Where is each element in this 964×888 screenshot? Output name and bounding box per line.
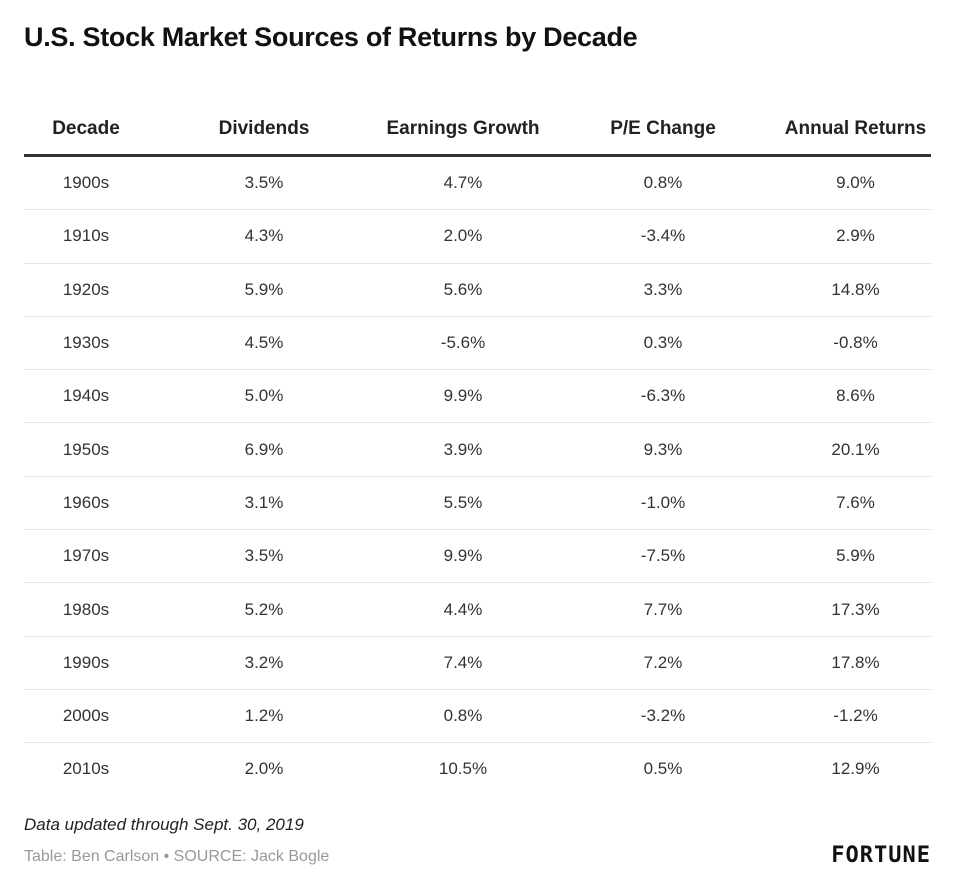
table-cell: 3.3% [643,279,683,299]
table-cell: -1.2% [833,706,878,726]
table-cell: -7.5% [640,546,686,566]
table-cell: 5.9% [244,279,284,299]
table-cell: 1.2% [244,706,284,726]
table-row: 1960s 3.1% 5.5% -1.0% 7.6% [24,477,931,531]
table-cell: 1940s [62,386,110,406]
column-header: Dividends [218,118,310,139]
table-cell: 1980s [62,599,110,619]
table-row: 1980s 5.2% 4.4% 7.7% 17.3% [24,583,931,637]
table-cell: 3.9% [443,439,483,459]
table-cell: 7.6% [836,492,875,512]
table-cell: -6.3% [640,386,686,406]
table-body: 1900s 3.5% 4.7% 0.8% 9.0% 1910s 4.3% 2.0% -3.4% 2… [24,157,931,796]
table-cell: -0.8% [833,333,878,353]
table-cell: 9.9% [443,546,483,566]
table-row: 1910s 4.3% 2.0% -3.4% 2.9% [24,210,931,264]
footnote: Data updated through Sept. 30, 2019 [24,815,304,834]
table-row: 1920s 5.9% 5.6% 3.3% 14.8% [24,264,931,317]
table-cell: 7.2% [643,652,683,672]
table-cell: 1900s [62,173,110,193]
table-cell: 4.3% [244,226,284,246]
table-cell: 0.3% [643,333,683,353]
table-row: 1940s 5.0% 9.9% -6.3% 8.6% [24,370,931,424]
table-cell: 3.1% [244,492,284,512]
table-cell: 6.9% [244,439,284,459]
chart-title: U.S. Stock Market Sources of Returns by … [24,22,638,52]
table-cell: 14.8% [831,279,880,299]
source-credit: Table: Ben Carlson • SOURCE: Jack Bogle [24,848,330,865]
table-cell: 7.4% [443,652,483,672]
table-row: 1970s 3.5% 9.9% -7.5% 5.9% [24,530,931,584]
returns-table: Decade Dividends Earnings Growth P/E Cha… [24,104,931,796]
table-cell: 1990s [62,652,110,672]
table-cell: 1970s [62,546,110,566]
table-cell: 1930s [62,333,110,353]
table-row: 1900s 3.5% 4.7% 0.8% 9.0% [24,157,931,211]
table-row: 2010s 2.0% 10.5% 0.5% 12.9% [24,743,931,795]
table-cell: 9.0% [836,173,875,193]
table-cell: 5.6% [443,279,483,299]
table-cell: 2000s [62,706,110,726]
table-cell: 2.9% [836,226,875,246]
table-cell: -1.0% [640,492,686,512]
column-header: Decade [52,118,120,139]
table-row: 1950s 6.9% 3.9% 9.3% 20.1% [24,423,931,477]
table-cell: 1910s [62,226,110,246]
table-cell: 1950s [62,439,110,459]
fortune-logo: FORTUNE [831,843,931,868]
table-cell: -3.4% [640,226,686,246]
table-cell: 3.5% [244,173,284,193]
table-cell: 8.6% [836,386,875,406]
table-cell: 5.5% [443,492,483,512]
table-cell: 5.9% [836,546,875,566]
table-cell: 12.9% [831,759,880,779]
table-row: 2000s 1.2% 0.8% -3.2% -1.2% [24,690,931,744]
column-header: P/E Change [610,118,716,139]
table-cell: 1960s [62,492,110,512]
table-cell: 17.8% [831,652,880,672]
table-cell: 0.8% [443,706,483,726]
table-cell: 4.4% [443,599,483,619]
table-cell: -3.2% [640,706,686,726]
table-cell: 1920s [62,279,110,299]
table-cell: 17.3% [831,599,880,619]
table-cell: 9.3% [643,439,683,459]
table-cell: 2.0% [443,226,483,246]
table-cell: 4.5% [244,333,284,353]
table-row: 1990s 3.2% 7.4% 7.2% 17.8% [24,637,931,690]
table-cell: -5.6% [440,333,486,353]
table-header-row: Decade Dividends Earnings Growth P/E Cha… [24,104,931,157]
table-cell: 20.1% [831,439,880,459]
table-cell: 2010s [62,759,110,779]
table-cell: 3.2% [244,652,284,672]
table-cell: 10.5% [438,759,488,779]
table-row: 1930s 4.5% -5.6% 0.3% -0.8% [24,317,931,371]
table-cell: 0.8% [643,173,683,193]
table-cell: 4.7% [443,173,483,193]
table-cell: 2.0% [244,759,284,779]
column-header: Earnings Growth [386,118,540,139]
table-cell: 5.0% [244,386,284,406]
table-cell: 0.5% [643,759,683,779]
table-cell: 9.9% [443,386,483,406]
column-header: Annual Returns [784,118,927,139]
table-cell: 7.7% [643,599,683,619]
table-cell: 3.5% [244,546,284,566]
table-cell: 5.2% [244,599,284,619]
